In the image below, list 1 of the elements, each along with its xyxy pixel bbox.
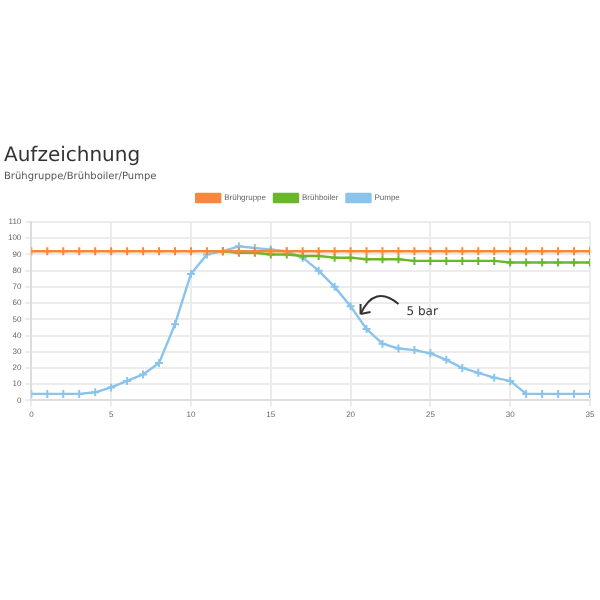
chart-title: Aufzeichnung bbox=[4, 145, 141, 168]
